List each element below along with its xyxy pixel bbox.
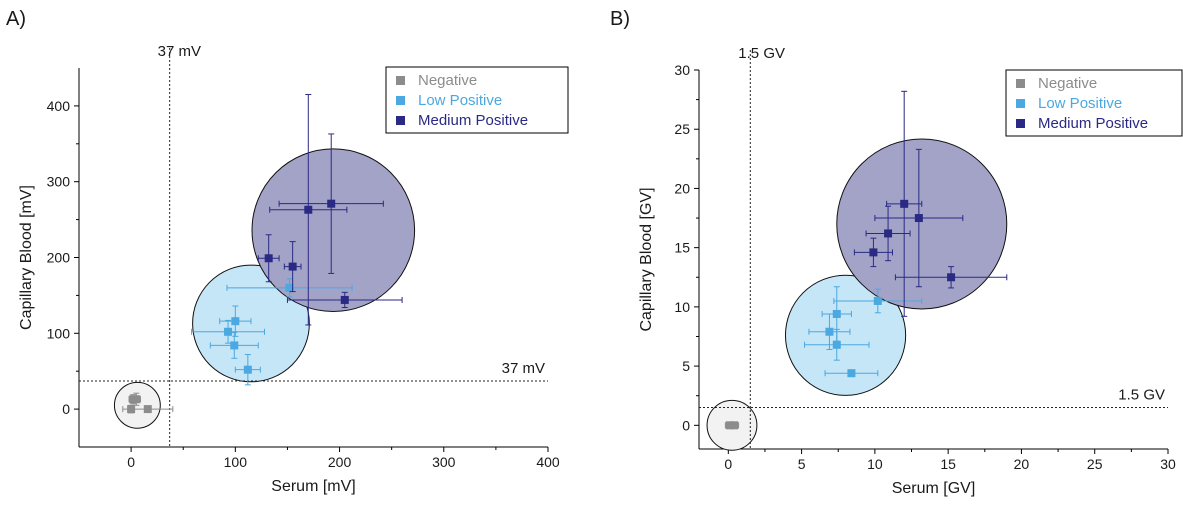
- legend-entry: Medium Positive: [1038, 115, 1148, 132]
- y-tick-label: 100: [47, 325, 71, 341]
- data-point: [143, 405, 152, 414]
- threshold-y-label: 1.5 GV: [1118, 387, 1165, 404]
- x-tick-label: 5: [798, 456, 806, 472]
- cluster-circle: [251, 148, 416, 313]
- x-tick-label: 10: [867, 456, 883, 472]
- x-axis-label: Serum [mV]: [271, 478, 355, 495]
- y-tick-label: 200: [47, 250, 71, 266]
- data-point: [825, 327, 834, 336]
- y-tick-label: 300: [47, 174, 71, 190]
- y-tick-label: 0: [62, 401, 70, 417]
- data-point: [327, 199, 336, 208]
- x-tick-label: 100: [224, 454, 248, 470]
- y-tick-label: 400: [47, 98, 71, 114]
- chart-a: 0 100 200 300 400 0 100 200 300 400 Serum [mV] Capi…: [18, 43, 569, 495]
- y-tick-label: 20: [674, 180, 690, 196]
- y-tick-label: 0: [682, 417, 690, 433]
- y-tick-label: 15: [674, 240, 690, 256]
- legend-swatch: [1016, 99, 1025, 108]
- data-point: [231, 317, 240, 326]
- legend-swatch: [396, 76, 405, 85]
- data-point: [304, 205, 313, 214]
- y-tick-label: 5: [682, 358, 690, 374]
- legend-entry: Medium Positive: [418, 112, 528, 129]
- y-tick-label: 30: [674, 62, 690, 78]
- data-point: [288, 262, 297, 271]
- data-point: [224, 327, 233, 336]
- x-tick-label: 300: [432, 454, 456, 470]
- legend-swatch: [396, 116, 405, 125]
- legend-box: [385, 66, 569, 134]
- data-point: [900, 199, 909, 208]
- cluster-circle: [836, 138, 1008, 310]
- x-axis-label: Serum [GV]: [892, 480, 976, 497]
- legend: Negative Low Positive Medium Positive: [385, 66, 569, 134]
- legend-swatch: [1016, 79, 1025, 88]
- data-point: [847, 369, 856, 378]
- data-point: [869, 248, 878, 257]
- x-tick-label: 20: [1014, 456, 1030, 472]
- data-point: [832, 309, 841, 318]
- threshold-y-label: 37 mV: [502, 360, 545, 377]
- data-point: [132, 395, 141, 404]
- data-point: [264, 254, 273, 263]
- data-point: [285, 283, 294, 292]
- y-axis-label: Capillary Blood [mV]: [18, 185, 35, 330]
- legend-entry: Negative: [1038, 75, 1097, 92]
- x-tick-label: 15: [940, 456, 956, 472]
- data-point: [832, 340, 841, 349]
- panel-a-label: A): [6, 8, 26, 30]
- threshold-x-label: 1.5 GV: [738, 45, 785, 62]
- x-tick-label: 30: [1160, 456, 1176, 472]
- chart-b: 0 5 10 15 20 25 30 0 5 10 15 20 25 30 Serum [GV] Capill…: [638, 45, 1183, 497]
- data-point: [340, 295, 349, 304]
- x-tick-label: 0: [724, 456, 732, 472]
- data-point: [243, 365, 252, 374]
- x-tick-label: 200: [328, 454, 352, 470]
- data-point: [230, 341, 239, 350]
- legend-entry: Negative: [418, 72, 477, 89]
- panel-b-label: B): [610, 8, 630, 30]
- y-axis-label: Capillary Blood [GV]: [638, 187, 655, 331]
- data-point: [947, 273, 956, 282]
- y-tick-label: 25: [674, 121, 690, 137]
- data-point: [884, 229, 893, 238]
- data-point: [914, 214, 923, 223]
- legend: Negative Low Positive Medium Positive: [1005, 69, 1183, 137]
- legend-entry: Low Positive: [1038, 95, 1122, 112]
- threshold-x-label: 37 mV: [158, 43, 201, 60]
- legend-box: [1005, 69, 1183, 137]
- legend-swatch: [1016, 119, 1025, 128]
- legend-entry: Low Positive: [418, 92, 502, 109]
- data-point: [873, 296, 882, 305]
- x-tick-label: 0: [127, 454, 135, 470]
- cluster-circle: [784, 274, 907, 396]
- legend-swatch: [396, 96, 405, 105]
- x-tick-label: 400: [536, 454, 560, 470]
- data-point: [730, 421, 739, 430]
- y-tick-label: 10: [674, 299, 690, 315]
- x-tick-label: 25: [1087, 456, 1103, 472]
